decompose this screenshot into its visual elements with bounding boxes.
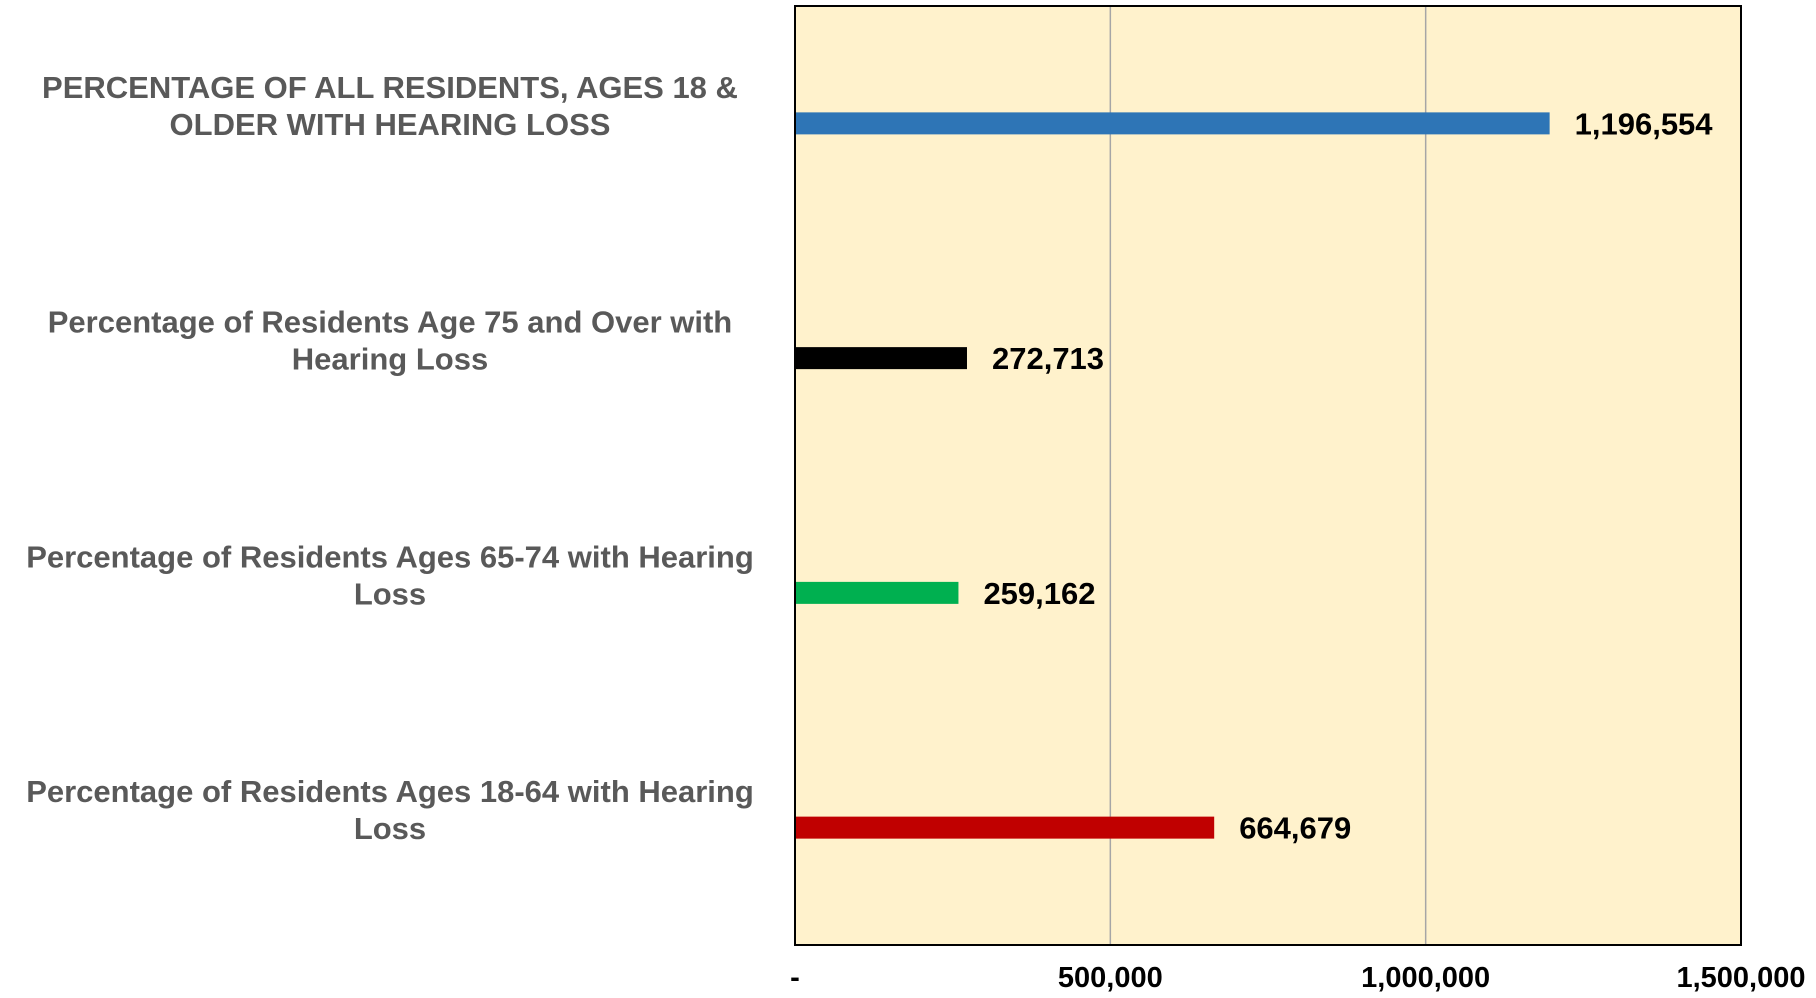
- category-label-2-line-0: Percentage of Residents Ages 65-74 with …: [26, 539, 754, 574]
- category-label-2-line-1: Loss: [354, 576, 426, 611]
- bar-2: [795, 581, 959, 604]
- x-tick-label-2: 1,000,000: [1361, 962, 1490, 993]
- data-label-1: 272,713: [992, 341, 1104, 376]
- category-label-0-line-0: PERCENTAGE OF ALL RESIDENTS, AGES 18 &: [42, 70, 738, 105]
- category-label-3-line-0: Percentage of Residents Ages 18-64 with …: [26, 774, 754, 809]
- data-labels: 1,196,554 272,713 259,162 664,679: [983, 106, 1713, 845]
- data-label-0: 1,196,554: [1575, 106, 1714, 141]
- gridlines: [1109, 6, 1427, 945]
- x-tick-label-3: 1,500,000: [1676, 962, 1805, 993]
- bar-1: [795, 347, 967, 370]
- bars: [795, 112, 1550, 839]
- category-label-3: Percentage of Residents Ages 18-64 with …: [26, 774, 754, 846]
- plot-area-layer: [795, 6, 1741, 945]
- category-label-0: PERCENTAGE OF ALL RESIDENTS, AGES 18 & OL…: [42, 70, 738, 142]
- plot-frame: [794, 5, 1742, 946]
- x-tick-label-0: -: [790, 962, 800, 993]
- plot-border: [794, 5, 1742, 946]
- category-label-3-line-1: Loss: [354, 811, 426, 846]
- plot-background: [795, 6, 1741, 945]
- bar-0: [795, 112, 1550, 135]
- category-label-1-line-0: Percentage of Residents Age 75 and Over …: [48, 305, 733, 340]
- category-label-2: Percentage of Residents Ages 65-74 with …: [26, 539, 754, 611]
- category-label-0-line-1: OLDER WITH HEARING LOSS: [170, 107, 611, 142]
- bar-3: [795, 816, 1215, 839]
- x-axis-tick-labels: - 500,000 1,000,000 1,500,000: [790, 962, 1805, 994]
- category-label-1: Percentage of Residents Age 75 and Over …: [48, 305, 733, 377]
- data-label-2: 259,162: [983, 576, 1095, 611]
- data-label-3: 664,679: [1239, 811, 1351, 846]
- category-labels: PERCENTAGE OF ALL RESIDENTS, AGES 18 & OL…: [26, 70, 754, 846]
- x-tick-label-1: 500,000: [1058, 962, 1163, 993]
- category-label-1-line-1: Hearing Loss: [292, 342, 488, 377]
